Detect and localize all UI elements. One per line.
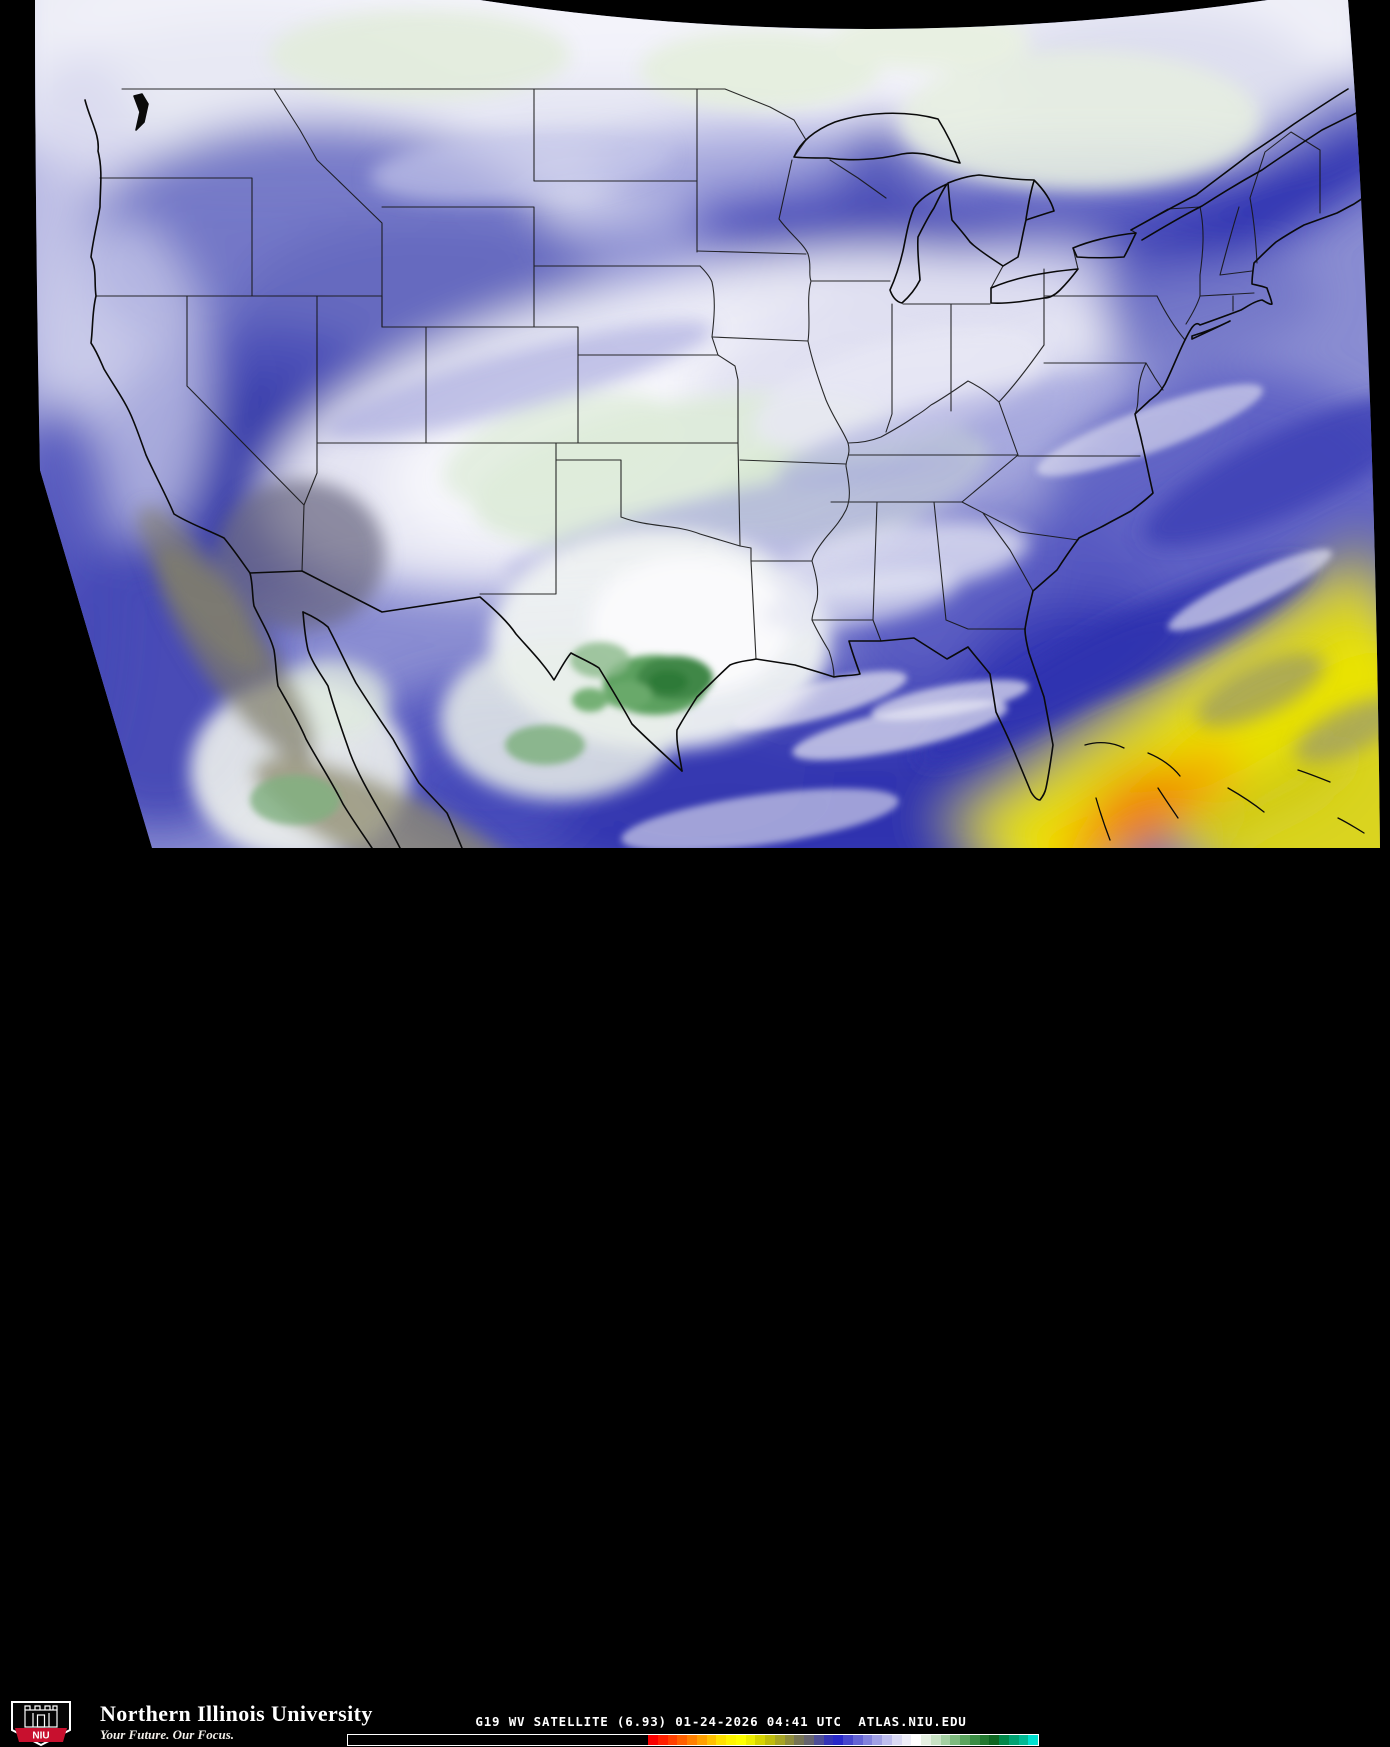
colorbar-segment <box>804 1735 814 1745</box>
colorbar-segment <box>765 1735 775 1745</box>
university-name: Northern Illinois University <box>100 1701 373 1726</box>
colorbar-segment <box>677 1735 688 1745</box>
colorbar-black-segment <box>348 1735 649 1745</box>
colorbar-segment <box>930 1735 941 1745</box>
colorbar-segment <box>882 1735 892 1745</box>
colorbar-segment <box>696 1735 707 1745</box>
niu-banner-text: NIU <box>32 1731 49 1742</box>
colorbar-segment <box>833 1735 844 1745</box>
colorbar-segment <box>648 1735 658 1745</box>
colorbar-segment <box>735 1735 746 1745</box>
coastlines <box>84 88 1380 848</box>
branding-block: Northern Illinois University Your Future… <box>100 1701 373 1743</box>
colorbar-segment <box>911 1735 922 1745</box>
footer-bar: NIU Northern Illinois University Your Fu… <box>0 848 1390 1747</box>
colorbar-segment <box>862 1735 873 1745</box>
colorbar-segment <box>1018 1735 1029 1745</box>
colorbar-segment <box>716 1735 727 1745</box>
colorbar-segment <box>921 1735 931 1745</box>
colorbar-segment <box>823 1735 834 1745</box>
colorbar-segment <box>745 1735 756 1745</box>
colorbar-segment <box>726 1735 736 1745</box>
colorbar-segment <box>667 1735 678 1745</box>
niu-shield-logo: NIU <box>11 1701 71 1747</box>
colorbar-segment <box>687 1735 697 1745</box>
water-vapor-map <box>35 0 1380 848</box>
colorbar-segment <box>852 1735 863 1745</box>
colorbar-segment <box>784 1735 795 1745</box>
colorbar-segment <box>706 1735 717 1745</box>
colorbar-segment <box>755 1735 766 1745</box>
colorbar-segment <box>950 1735 961 1745</box>
colorbar-segment <box>813 1735 824 1745</box>
university-tagline: Your Future. Our Focus. <box>100 1727 235 1742</box>
colorbar-segment <box>989 1735 1000 1745</box>
colorbar-segment <box>960 1735 970 1745</box>
colorbar-segment <box>657 1735 668 1745</box>
satellite-caption: G19 WV SATELLITE (6.93) 01-24-2026 04:41… <box>475 1714 967 1729</box>
colorbar-segment <box>969 1735 980 1745</box>
colorbar-segment <box>979 1735 990 1745</box>
colorbar-segment <box>794 1735 805 1745</box>
colorbar-segment <box>999 1735 1009 1745</box>
colorbar-segment <box>901 1735 912 1745</box>
colorbar <box>347 1734 1039 1746</box>
colorbar-segment <box>872 1735 883 1745</box>
colorbar-segment <box>843 1735 853 1745</box>
satellite-map-image <box>0 0 1390 848</box>
colorbar-segment <box>774 1735 785 1745</box>
colorbar-segment <box>940 1735 951 1745</box>
colorbar-segment <box>891 1735 902 1745</box>
colorbar-segment <box>1008 1735 1019 1745</box>
colorbar-segment <box>1028 1735 1039 1745</box>
wv-imagery-layer <box>35 0 1380 848</box>
